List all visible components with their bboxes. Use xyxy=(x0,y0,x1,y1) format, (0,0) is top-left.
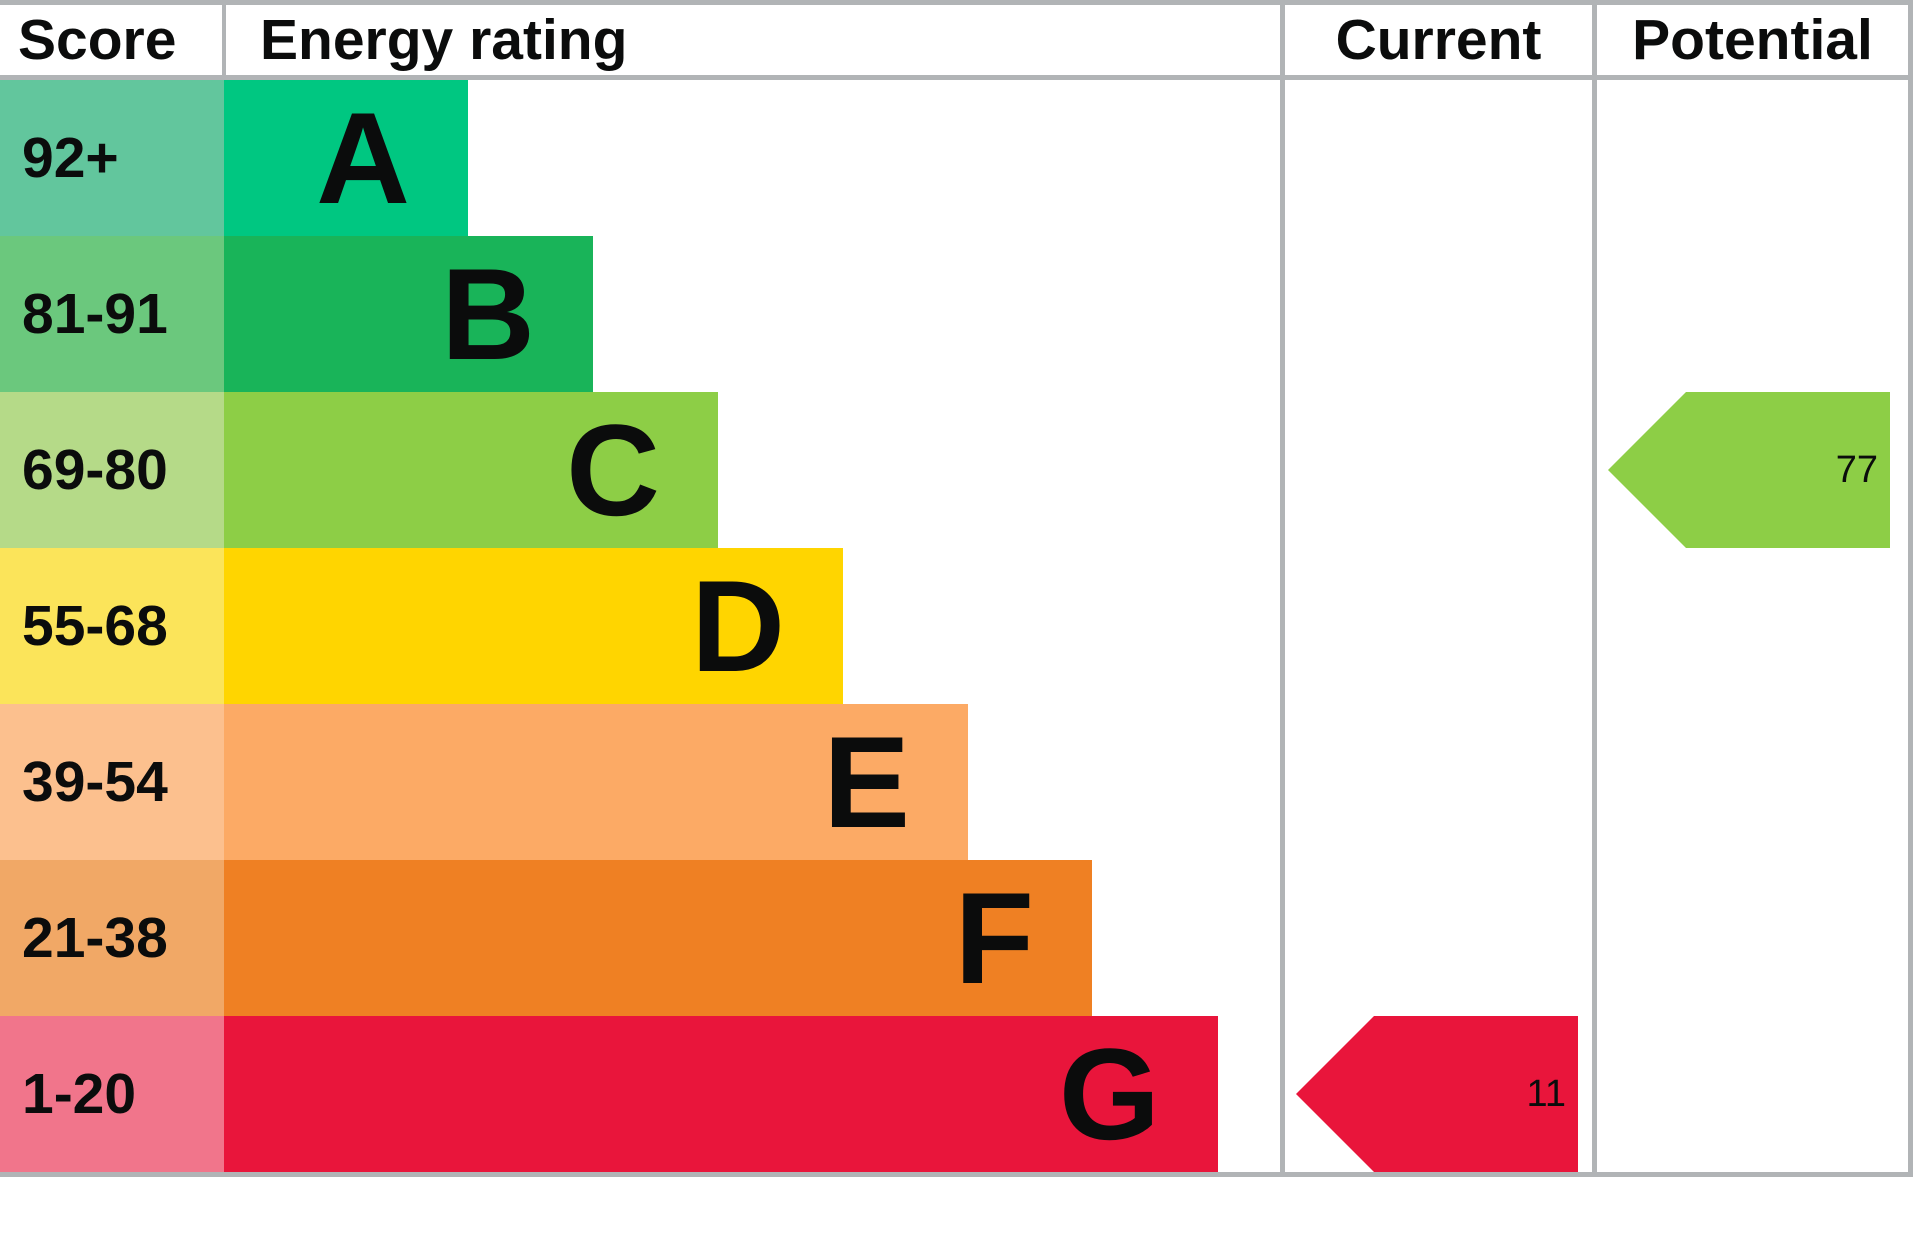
header-current: Current xyxy=(1335,8,1542,72)
band-row-b: 81-91 B xyxy=(0,236,593,392)
score-range-c: 69-80 xyxy=(0,392,224,548)
band-row-f: 21-38 F xyxy=(0,860,1092,1016)
potential-rating-arrow: 77 xyxy=(1608,392,1890,548)
band-row-e: 39-54 E xyxy=(0,704,968,860)
score-range-b: 81-91 xyxy=(0,236,224,392)
table-bottom-border xyxy=(0,1172,1913,1177)
band-bar-a: A xyxy=(224,80,468,236)
potential-column-divider xyxy=(1592,0,1597,1177)
score-range-e: 39-54 xyxy=(0,704,224,860)
score-column-divider xyxy=(222,0,226,80)
band-row-g: 1-20 G xyxy=(0,1016,1218,1172)
band-row-a: 92+ A xyxy=(0,80,468,236)
band-row-c: 69-80 C xyxy=(0,392,718,548)
current-rating-arrow: 11 xyxy=(1296,1016,1578,1172)
header-energy-rating: Energy rating xyxy=(260,8,628,72)
table-top-border xyxy=(0,0,1913,5)
band-row-d: 55-68 D xyxy=(0,548,843,704)
band-bar-d: D xyxy=(224,548,843,704)
header-score: Score xyxy=(18,8,177,72)
score-range-d: 55-68 xyxy=(0,548,224,704)
band-bar-b: B xyxy=(224,236,593,392)
header-bottom-border xyxy=(0,75,1913,80)
score-range-f: 21-38 xyxy=(0,860,224,1016)
current-rating-value: 11 xyxy=(1526,1072,1566,1115)
header-potential: Potential xyxy=(1632,8,1873,72)
potential-rating-value: 77 xyxy=(1835,448,1878,491)
band-bar-g: G xyxy=(224,1016,1218,1172)
band-bar-c: C xyxy=(224,392,718,548)
current-column-divider xyxy=(1280,0,1285,1177)
band-bar-e: E xyxy=(224,704,968,860)
score-range-a: 92+ xyxy=(0,80,224,236)
table-right-border xyxy=(1908,0,1913,1177)
score-range-g: 1-20 xyxy=(0,1016,224,1172)
band-bar-f: F xyxy=(224,860,1092,1016)
